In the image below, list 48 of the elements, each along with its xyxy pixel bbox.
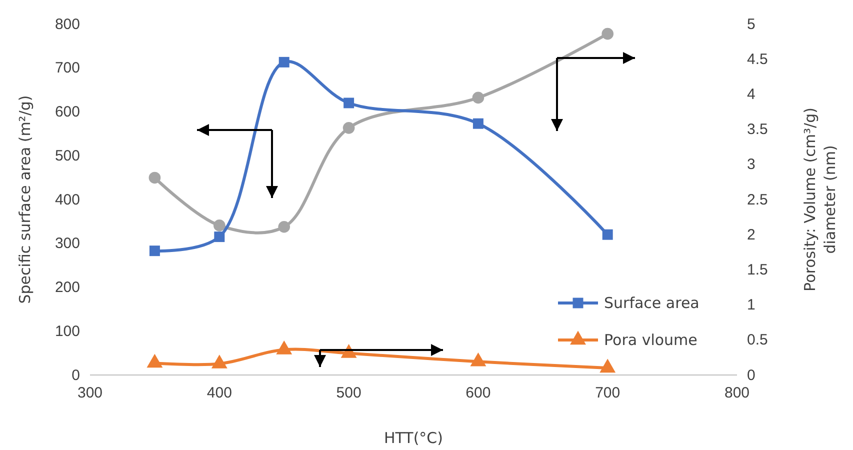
x-tick-label: 400 [206, 384, 232, 402]
y2-tick-label: 5 [747, 16, 756, 33]
y-tick-label: 400 [54, 191, 80, 208]
point [214, 232, 225, 242]
x-tick-label: 500 [336, 384, 362, 402]
point [278, 56, 290, 68]
point [211, 354, 228, 368]
y-tick-label: 800 [54, 16, 80, 33]
point [472, 92, 484, 104]
point [602, 28, 614, 40]
point [276, 340, 292, 354]
y-tick-label: 500 [54, 147, 80, 164]
y2-tick-label: 3 [747, 156, 756, 174]
y-tick-label: 200 [54, 279, 80, 296]
x-tick-label: 300 [77, 384, 103, 402]
x-tick-label: 700 [595, 384, 620, 402]
point [213, 220, 226, 232]
y2-tick-label: 2.5 [747, 191, 768, 208]
point [278, 220, 290, 233]
point [146, 354, 163, 368]
point [472, 118, 484, 129]
y2-tick-label: 2 [747, 226, 756, 244]
point [344, 98, 354, 108]
point [148, 172, 161, 184]
y-tick-label: 700 [54, 60, 80, 77]
y-tick-label: 0 [72, 366, 80, 384]
y-tick-label: 300 [54, 235, 80, 252]
y-tick-label: 600 [54, 104, 80, 121]
x-tick-label: 800 [724, 384, 750, 402]
y-tick-label: 100 [54, 322, 80, 340]
x-tick-label: 600 [466, 384, 491, 402]
point [342, 122, 355, 134]
point [149, 246, 160, 256]
point [470, 352, 486, 366]
y2-tick-label: 1 [747, 296, 756, 314]
y2-tick-label: 4.5 [747, 50, 768, 68]
y2-axis-title: Porosity: Volume (cm³/g) diameter (nm) [801, 108, 839, 292]
y2-tick-label: 3.5 [747, 121, 768, 138]
y-axis-title: Specific surface area (m²/g) [16, 95, 34, 304]
y2-tick-label: 4 [747, 86, 756, 103]
point [602, 229, 613, 240]
x-axis-title: HTT(°C) [384, 429, 444, 447]
y2-tick-label: 0.5 [747, 332, 768, 349]
point [600, 358, 616, 373]
y2-tick-label: 1.5 [747, 262, 768, 278]
y2-tick-label: 0 [747, 366, 756, 384]
legend-label: Surface area [604, 294, 700, 312]
legend-label: Pora vloume [604, 331, 698, 349]
